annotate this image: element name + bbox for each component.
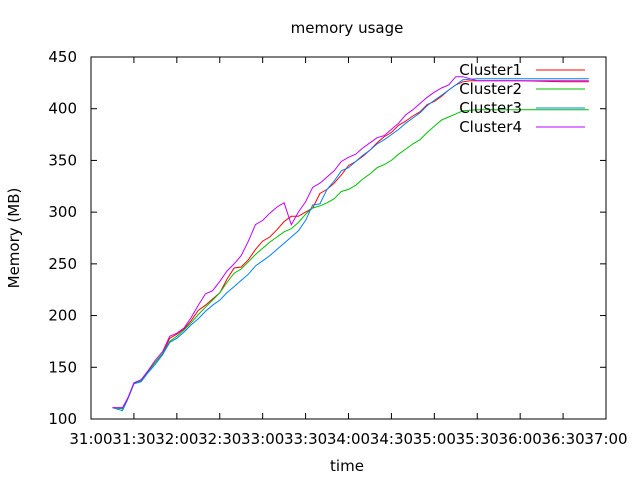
series-line-cluster2 [112,109,589,410]
y-tick-label: 150 [48,358,77,376]
x-axis-label: time [330,457,364,475]
axes-group: 31:00 31:30 32:00 32:30 33:00 33:30 34:00 34:30… [48,48,627,448]
x-tick-label: 33:00 [241,430,284,448]
series-line-cluster4 [112,76,589,409]
plot-frame [90,56,607,420]
series-line-cluster3 [112,78,589,412]
y-tick-label: 450 [48,48,77,66]
x-tick-label: 36:30 [541,430,584,448]
x-tick-label: 32:30 [198,430,241,448]
x-tick-label: 34:30 [370,430,413,448]
legend-label-cluster3: Cluster3 [459,99,522,117]
x-tick-label: 34:00 [327,430,370,448]
y-tick-label: 250 [48,255,77,273]
series-layer [112,76,589,412]
x-tick-label: 36:00 [499,430,542,448]
chart-title: memory usage [291,19,404,37]
x-tick-label: 33:30 [284,430,327,448]
x-tick-label: 31:30 [112,430,155,448]
legend-label-cluster1: Cluster1 [459,61,522,79]
series-line-cluster1 [112,80,589,410]
y-tick-label: 300 [48,203,77,221]
y-tick-label: 200 [48,307,77,325]
y-tick-label: 350 [48,151,77,169]
x-tick-label: 32:00 [155,430,198,448]
y-tick-label: 100 [48,410,77,428]
x-tick-label: 31:00 [69,430,112,448]
x-tick-label: 35:00 [413,430,456,448]
x-tick-label: 35:30 [456,430,499,448]
y-axis-label: Memory (MB) [5,188,23,289]
legend-label-cluster2: Cluster2 [459,80,522,98]
y-tick-label: 400 [48,100,77,118]
x-tick-label: 37:00 [584,430,627,448]
legend-label-cluster4: Cluster4 [459,118,522,136]
